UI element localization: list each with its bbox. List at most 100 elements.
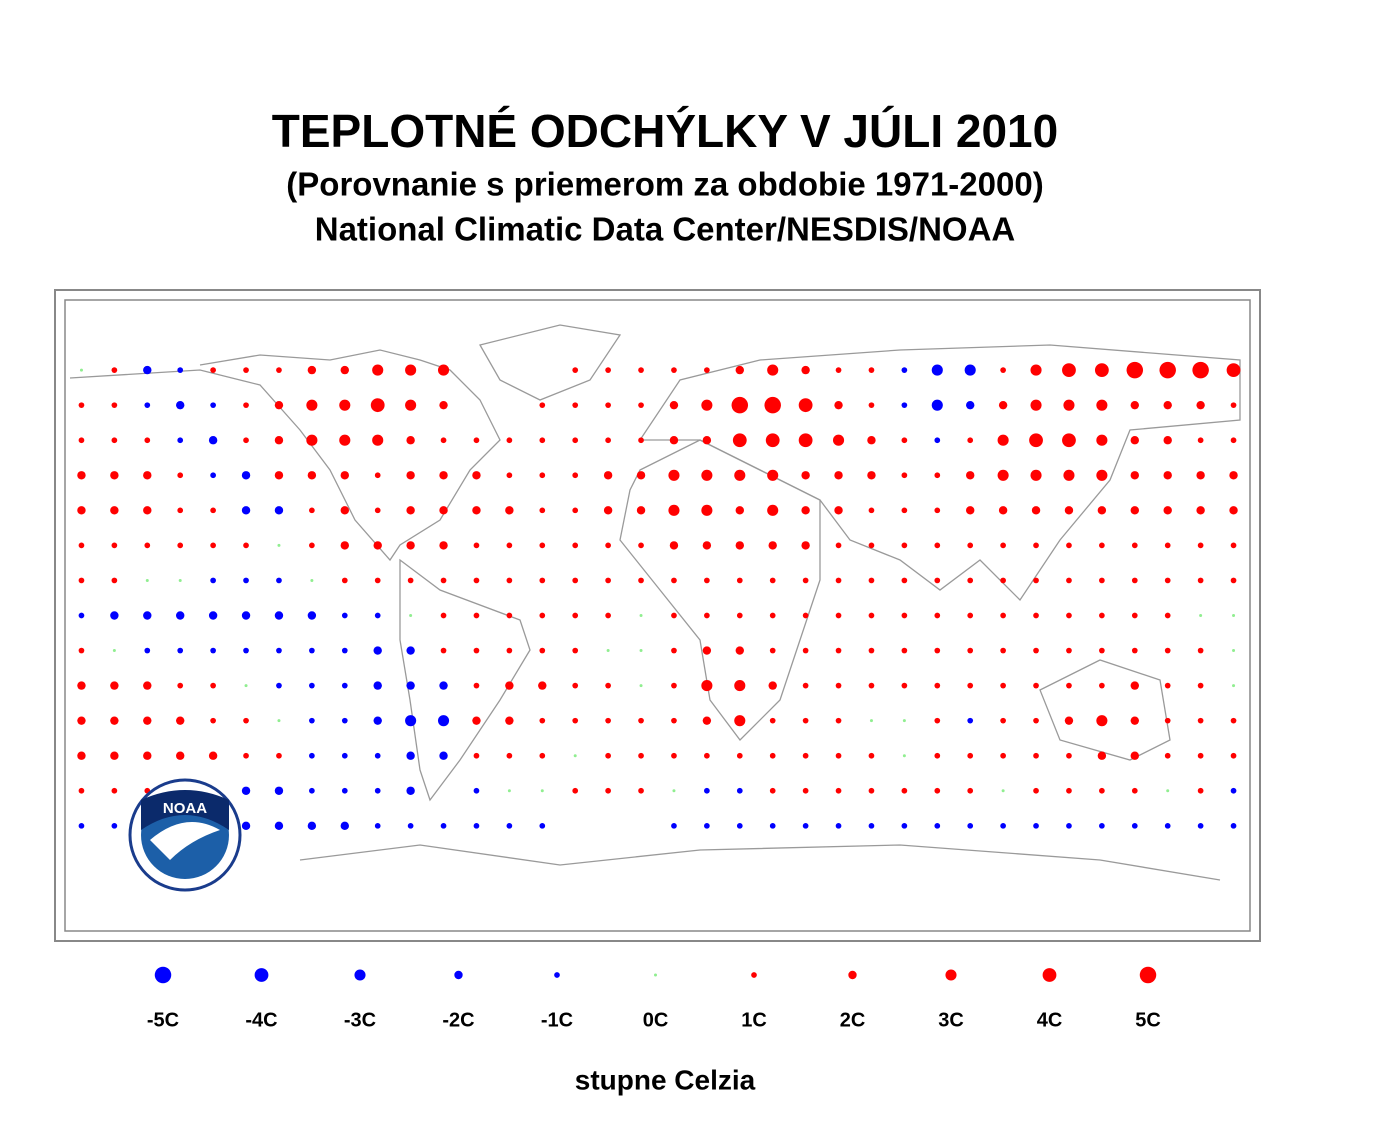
anomaly-dot: [1230, 402, 1237, 409]
anomaly-dot: [835, 787, 842, 794]
anomaly-dot: [1197, 542, 1204, 549]
anomaly-dot: [701, 680, 713, 692]
title: TEPLOTNÉ ODCHÝLKY V JÚLI 2010: [272, 105, 1058, 157]
anomaly-dot: [341, 612, 348, 619]
anomaly-dot: [671, 577, 677, 584]
anomaly-dot: [605, 402, 611, 409]
anomaly-dot: [177, 437, 184, 444]
anomaly-dot: [798, 398, 813, 413]
anomaly-dot: [208, 436, 218, 445]
anomaly-dot: [539, 472, 546, 479]
anomaly-dot: [671, 647, 677, 654]
anomaly-dot: [639, 649, 643, 653]
anomaly-dot: [767, 364, 779, 376]
anomaly-dot: [967, 717, 974, 724]
anomaly-dot: [111, 437, 118, 444]
anomaly-dot: [309, 717, 315, 724]
anomaly-dot: [603, 506, 613, 515]
anomaly-dot: [1000, 542, 1006, 549]
anomaly-dot: [702, 541, 712, 550]
anomaly-dot: [77, 716, 86, 725]
anomaly-dot: [144, 402, 151, 409]
anomaly-dot: [835, 717, 842, 724]
anomaly-dot: [310, 578, 314, 582]
anomaly-dot: [731, 396, 749, 414]
anomaly-dot: [1131, 542, 1138, 549]
anomaly-dot: [374, 787, 381, 794]
anomaly-dot: [538, 681, 547, 690]
anomaly-dot: [735, 541, 744, 550]
anomaly-dot: [177, 507, 184, 514]
anomaly-dot: [176, 716, 185, 725]
anomaly-dot: [835, 647, 842, 654]
anomaly-dot: [1033, 612, 1039, 619]
anomaly-dot: [473, 822, 480, 829]
anomaly-dot: [506, 822, 513, 829]
anomaly-dot: [439, 506, 448, 515]
anomaly-dot: [901, 787, 908, 794]
anomaly-dot: [1230, 717, 1237, 724]
anomaly-dot: [177, 472, 184, 479]
anomaly-dot: [439, 400, 448, 410]
anomaly-dot: [834, 400, 843, 410]
anomaly-dot: [572, 367, 579, 373]
anomaly-dots: [77, 361, 1241, 831]
anomaly-dot: [638, 367, 644, 373]
anomaly-dot: [539, 612, 546, 619]
anomaly-dot: [241, 611, 251, 620]
map-frame: [54, 289, 1261, 942]
anomaly-dot: [606, 649, 610, 653]
anomaly-dot: [340, 471, 349, 480]
anomaly-dot: [1066, 752, 1072, 759]
anomaly-dot: [671, 752, 677, 759]
anomaly-dot: [307, 471, 317, 480]
anomaly-dot: [572, 542, 579, 549]
anomaly-dot: [605, 437, 611, 444]
anomaly-dot: [1197, 437, 1204, 444]
anomaly-dot: [967, 577, 974, 584]
anomaly-dot: [834, 471, 843, 480]
legend-dot: [454, 970, 463, 980]
anomaly-dot: [341, 647, 348, 654]
anomaly-dot: [1066, 647, 1072, 654]
anomaly-dot: [145, 578, 149, 582]
anomaly-dot: [340, 821, 349, 831]
anomaly-dot: [372, 364, 384, 376]
anomaly-dot: [1163, 506, 1172, 515]
anomaly-dot: [111, 402, 118, 409]
anomaly-dot: [1163, 471, 1172, 480]
anomaly-dot: [1230, 752, 1237, 759]
anomaly-dot: [472, 716, 481, 725]
anomaly-dot: [143, 611, 152, 620]
anomaly-dot: [1000, 752, 1006, 759]
anomaly-dot: [276, 367, 282, 373]
anomaly-dot: [341, 787, 348, 794]
anomaly-dot: [1196, 400, 1205, 410]
anomaly-dot: [767, 504, 779, 516]
source: National Climatic Data Center/NESDIS/NOA…: [315, 211, 1015, 248]
anomaly-dot: [208, 751, 218, 760]
anomaly-dot: [473, 577, 480, 584]
anomaly-dot: [1164, 647, 1171, 654]
anomaly-dot: [964, 364, 976, 376]
legend-dot: [354, 969, 366, 981]
anomaly-dot: [1066, 542, 1072, 549]
anomaly-dot: [1001, 789, 1005, 793]
anomaly-dot: [867, 436, 876, 445]
anomaly-dot: [276, 682, 282, 689]
anomaly-dot: [78, 577, 85, 584]
anomaly-dot: [539, 577, 546, 584]
anomaly-dot: [111, 367, 118, 373]
anomaly-dot: [439, 471, 448, 480]
anomaly-dot: [406, 751, 415, 760]
anomaly-dot: [835, 752, 842, 759]
anomaly-dot: [1000, 612, 1006, 619]
legend-label: -4C: [245, 1009, 277, 1031]
anomaly-dot: [473, 787, 480, 794]
anomaly-dot: [1066, 787, 1072, 794]
legend-dot: [254, 968, 269, 982]
anomaly-dot: [934, 612, 941, 619]
anomaly-dot: [374, 472, 381, 479]
anomaly-dot: [437, 715, 450, 727]
anomaly-dot: [1164, 822, 1171, 829]
